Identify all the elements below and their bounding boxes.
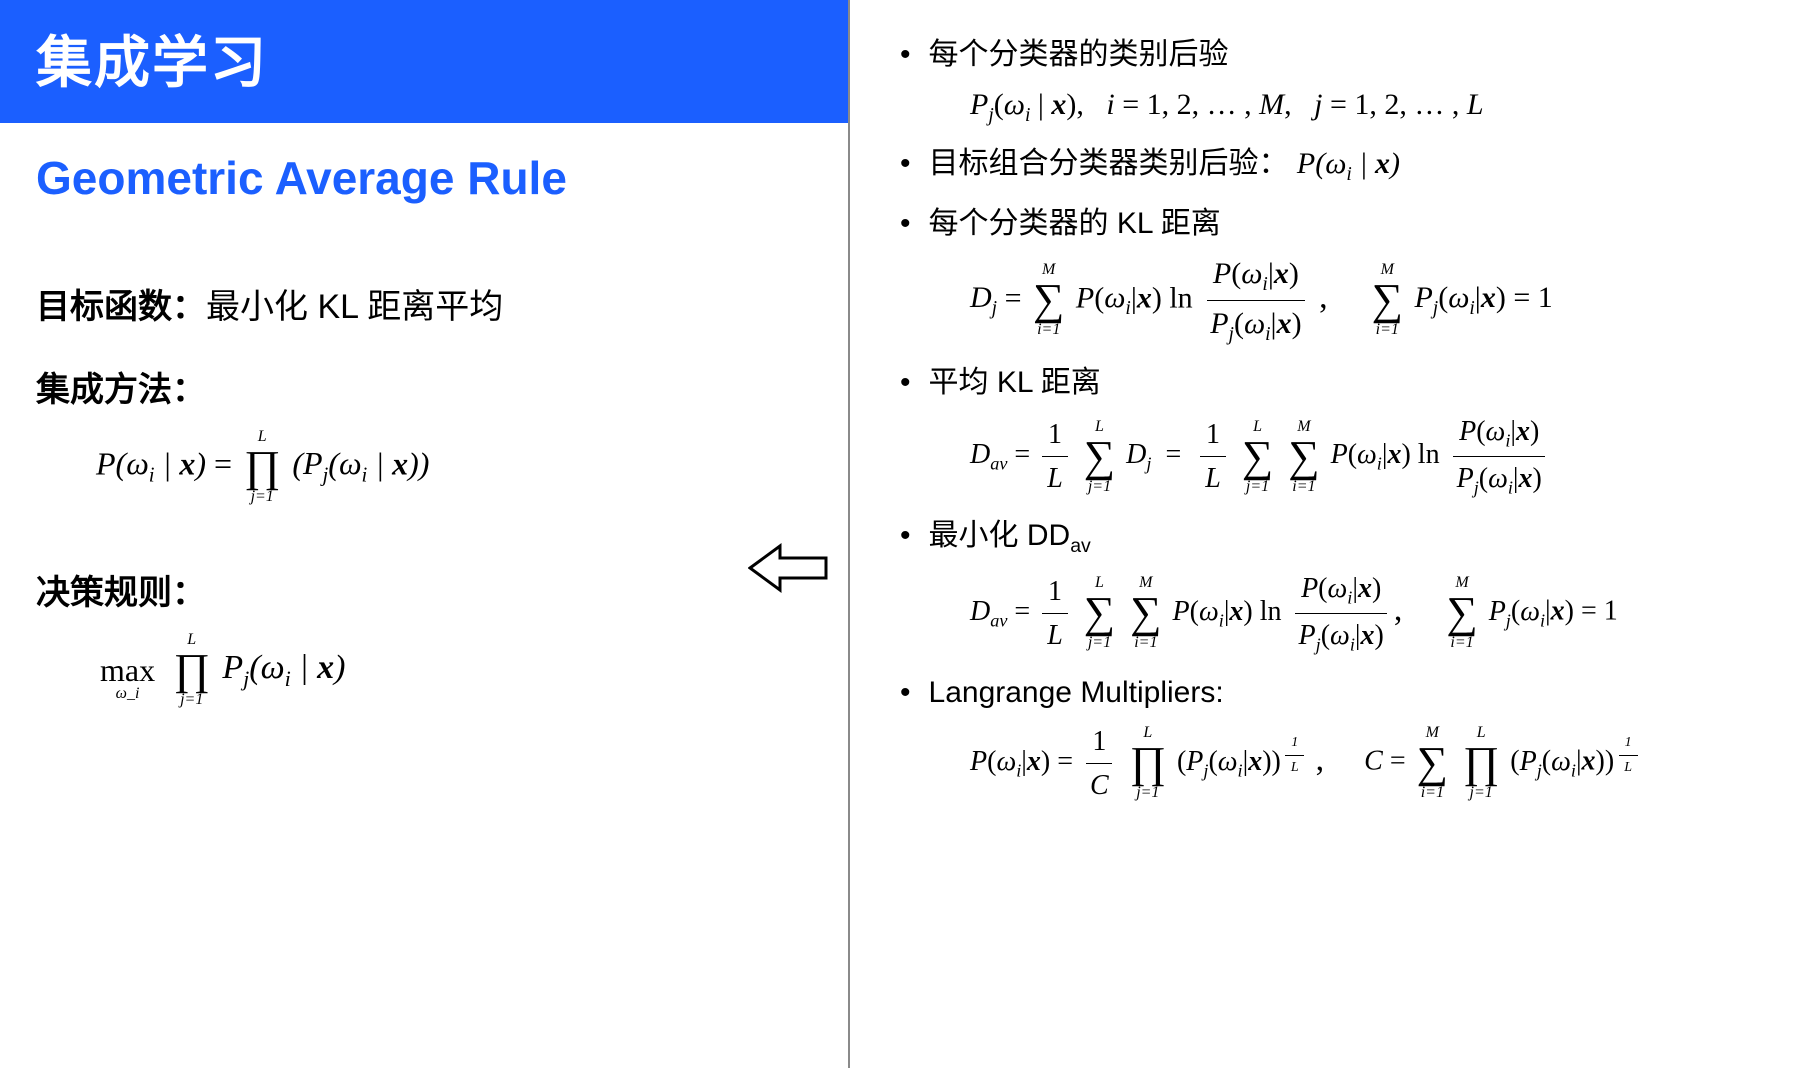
bullet-6: • Langrange Multipliers: xyxy=(900,672,1766,714)
slide-page: 集成学习 Geometric Average Rule 目标函数：最小化 KL … xyxy=(0,0,1806,1068)
product-icon: ∏ xyxy=(244,445,280,489)
bullet-6-text: Langrange Multipliers: xyxy=(929,672,1224,714)
bullet-dot-icon: • xyxy=(900,207,911,239)
right-column: • 每个分类器的类别后验 Pj(ωi | x), i = 1, 2, … , M… xyxy=(850,0,1806,1068)
page-subtitle: Geometric Average Rule xyxy=(0,123,848,215)
bullet-4: • 平均 KL 距离 xyxy=(900,362,1766,404)
bullet-5: • 最小化 DDav xyxy=(900,515,1766,560)
ensemble-label: 集成方法： xyxy=(36,362,812,411)
bullet-5-text: 最小化 D xyxy=(929,519,1049,552)
objective-text: 最小化 KL 距离平均 xyxy=(206,288,503,326)
bullet-dot-icon: • xyxy=(900,676,911,708)
page-title: 集成学习 xyxy=(0,0,848,123)
bullet-dot-icon: • xyxy=(900,366,911,398)
product-icon: ∏ xyxy=(174,648,210,692)
bullet-2: • 目标组合分类器类别后验： P(ωi | x) xyxy=(900,143,1766,188)
bullet-1-math: Pj(ωi | x), i = 1, 2, … , M, j = 1, 2, …… xyxy=(970,84,1766,129)
left-arrow-icon xyxy=(748,540,828,601)
prod-lower: j=1 xyxy=(251,489,274,505)
bullet-dot-icon: • xyxy=(900,38,911,70)
bullet-3-math: Dj = M∑i=1 P(ωi|x) ln P(ωi|x) Pj(ωi|x) ,… xyxy=(970,253,1766,349)
max-sub: ω_i xyxy=(116,686,140,702)
decision-formula: max ω_i L ∏ j=1 Pj(ωi | x) xyxy=(96,632,812,708)
bullet-2-text: 目标组合分类器类别后验： xyxy=(929,147,1289,180)
bullet-3-text: 每个分类器的 KL 距离 xyxy=(929,203,1221,245)
bullet-3: • 每个分类器的 KL 距离 xyxy=(900,203,1766,245)
bullet-1: • 每个分类器的类别后验 xyxy=(900,34,1766,76)
ensemble-formula: P(ωi | x) = L ∏ j=1 (Pj(ωi | x)) xyxy=(96,429,812,505)
bullet-4-text: 平均 KL 距离 xyxy=(929,362,1101,404)
max-op: max xyxy=(100,654,155,686)
bullet-1-text: 每个分类器的类别后验 xyxy=(929,34,1229,76)
decision-label: 决策规则： xyxy=(36,565,812,614)
left-body: 目标函数：最小化 KL 距离平均 集成方法： P(ωi | x) = L ∏ j… xyxy=(0,215,848,718)
bullet-4-math: Dav = 1L L∑j=1 Dj = 1L L∑j=1 M∑i=1 P(ωi|… xyxy=(970,412,1766,501)
bullet-5-math: Dav = 1L L∑j=1 M∑i=1 P(ωi|x) ln P(ωi|x) … xyxy=(970,569,1766,658)
bullet-6-math: P(ωi|x) = 1C L∏j=1 (Pj(ωi|x))1L , C = M∑… xyxy=(970,722,1766,805)
left-column: 集成学习 Geometric Average Rule 目标函数：最小化 KL … xyxy=(0,0,850,1068)
objective-label: 目标函数： xyxy=(36,288,206,326)
objective-line: 目标函数：最小化 KL 距离平均 xyxy=(36,279,812,328)
bullet-dot-icon: • xyxy=(900,519,911,551)
bullet-dot-icon: • xyxy=(900,147,911,179)
